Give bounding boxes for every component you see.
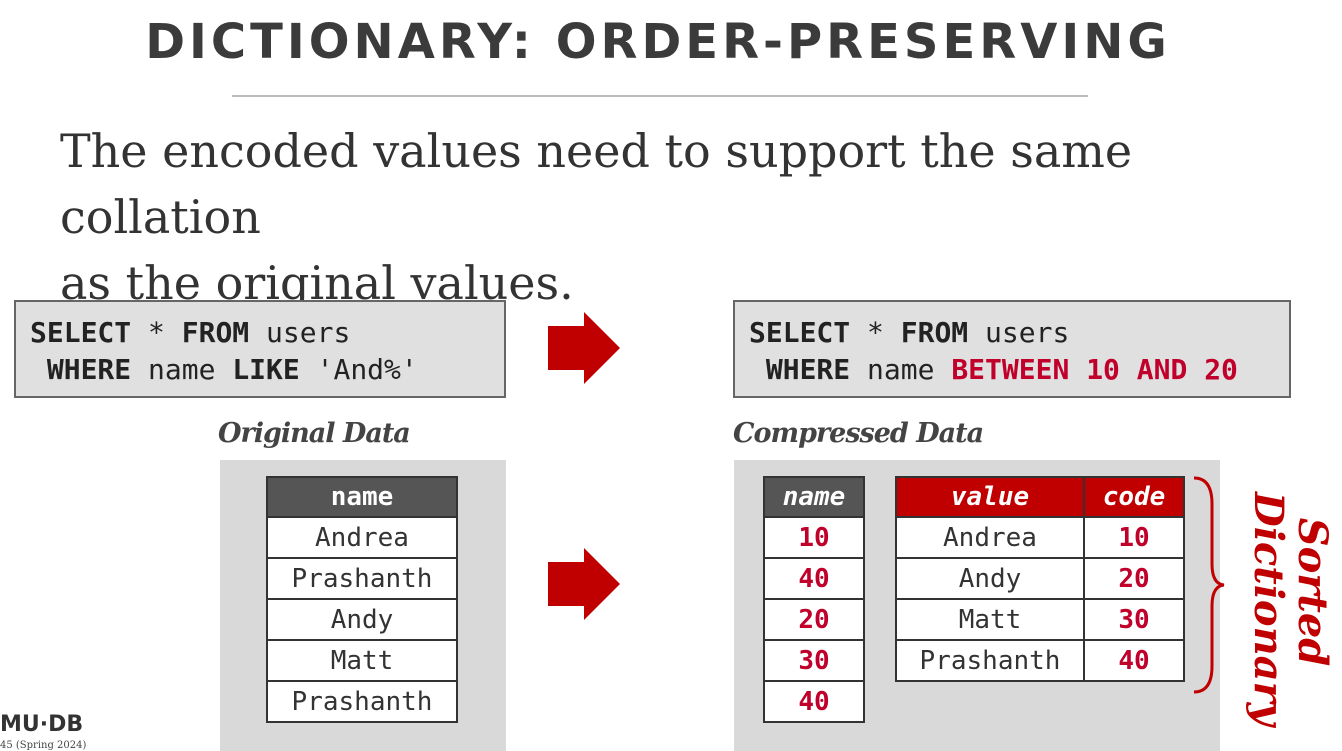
keyword: AND <box>1136 353 1188 386</box>
arrow <box>548 548 620 620</box>
value-cell: Andrea <box>895 516 1085 559</box>
row: Prashanth <box>266 557 458 600</box>
row: 40 <box>763 680 865 723</box>
code-cell: 40 <box>763 680 865 723</box>
row: 40 <box>763 557 865 600</box>
query-line: SELECT * FROM users <box>30 314 504 351</box>
code-cell: 20 <box>1083 557 1185 600</box>
keyword: SELECT <box>30 316 132 349</box>
body-line: The encoded values need to support the s… <box>60 124 1133 244</box>
footer-logo: MU·DB <box>0 712 84 737</box>
cell: Prashanth <box>266 680 458 723</box>
code-cell: 30 <box>763 639 865 682</box>
caption: Original Data <box>218 418 411 449</box>
row: Andy 20 <box>895 557 1185 600</box>
row: Prashanth 40 <box>895 639 1185 682</box>
keyword: FROM <box>900 316 969 349</box>
query-line: WHERE name LIKE 'And%' <box>30 351 504 388</box>
header-cell: value <box>895 476 1085 518</box>
token: name <box>867 353 935 386</box>
header-cell: code <box>1083 476 1185 518</box>
title: DICTIONARY: ORDER-PRESERVING <box>145 14 1171 70</box>
cell: Andy <box>266 598 458 641</box>
brace <box>1193 476 1225 694</box>
header-row: name <box>763 476 865 518</box>
encoded-column-table: name 10 40 20 30 40 <box>763 476 865 723</box>
cell: Prashanth <box>266 557 458 600</box>
keyword: WHERE <box>765 353 851 386</box>
caption: Compressed Data <box>733 418 984 449</box>
value-cell: Prashanth <box>895 639 1085 682</box>
query-box: SELECT * FROM users WHERE name BETWEEN 1… <box>733 300 1291 398</box>
row: Matt <box>266 639 458 682</box>
keyword: LIKE <box>232 353 300 386</box>
token: 10 <box>1086 353 1120 386</box>
arrows <box>548 312 620 620</box>
side-label-line: Sorted <box>1289 517 1336 667</box>
code-cell: 20 <box>763 598 865 641</box>
token: * <box>148 316 165 349</box>
original-table: name Andrea Prashanth Andy Matt Prashanth <box>266 476 458 723</box>
arrow <box>548 312 620 384</box>
query-box: SELECT * FROM users WHERE name LIKE 'And… <box>14 300 506 398</box>
row: Prashanth <box>266 680 458 723</box>
token: users <box>985 316 1070 349</box>
keyword: SELECT <box>749 316 851 349</box>
keyword: BETWEEN <box>951 353 1070 386</box>
code-cell: 30 <box>1083 598 1185 641</box>
row: Andrea <box>266 516 458 559</box>
query-line: SELECT * FROM users <box>749 314 1289 351</box>
row: Andy <box>266 598 458 641</box>
code-cell: 40 <box>1083 639 1185 682</box>
token: name <box>148 353 216 386</box>
keyword: WHERE <box>46 353 132 386</box>
header-row: name <box>266 476 458 518</box>
row: 30 <box>763 639 865 682</box>
row: 20 <box>763 598 865 641</box>
footer-course: 45 (Spring 2024) <box>0 740 87 751</box>
token: * <box>867 316 884 349</box>
row: 10 <box>763 516 865 559</box>
code-cell: 10 <box>763 516 865 559</box>
cell: Matt <box>266 639 458 682</box>
title-rule <box>232 95 1088 97</box>
brace-path <box>1193 476 1225 694</box>
value-cell: Matt <box>895 598 1085 641</box>
body-text: The encoded values need to support the s… <box>60 118 1290 316</box>
header-cell: name <box>763 476 865 518</box>
code-cell: 10 <box>1083 516 1185 559</box>
keyword: FROM <box>181 316 250 349</box>
cell: Andrea <box>266 516 458 559</box>
header-row: value code <box>895 476 1185 518</box>
code-cell: 40 <box>763 557 865 600</box>
side-label-line: Dictionary <box>1245 492 1292 726</box>
token: 'And%' <box>316 353 418 386</box>
side-label: Sorted Dictionary <box>1245 492 1336 726</box>
dictionary-table: value code Andrea 10 Andy 20 Matt 30 Prashanth 40 <box>895 476 1185 682</box>
token: users <box>266 316 351 349</box>
row: Andrea 10 <box>895 516 1185 559</box>
row: Matt 30 <box>895 598 1185 641</box>
query-line: WHERE name BETWEEN 10 AND 20 <box>749 351 1289 388</box>
value-cell: Andy <box>895 557 1085 600</box>
token: 20 <box>1204 353 1238 386</box>
header-cell: name <box>266 476 458 518</box>
